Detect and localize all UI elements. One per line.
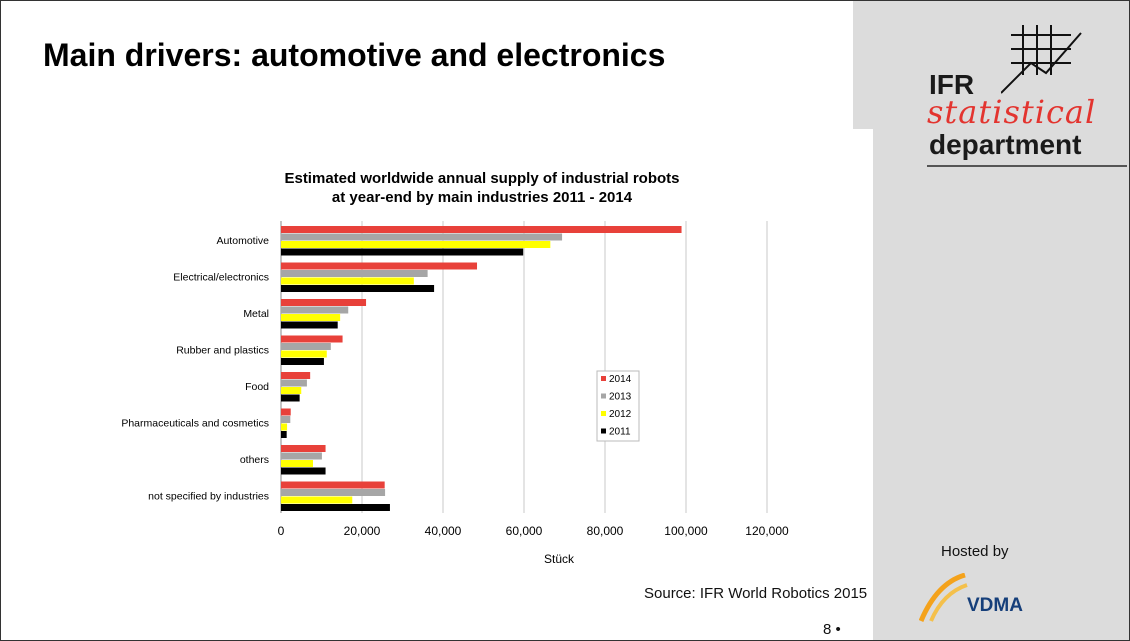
slide-title: Main drivers: automotive and electronics xyxy=(43,37,666,73)
legend-swatch-2012 xyxy=(601,411,606,416)
hosted-by-text: Hosted by xyxy=(941,543,1009,560)
bar-2013 xyxy=(281,343,331,350)
vdma-logo-text: VDMA xyxy=(967,595,1023,616)
ifr-grid-logo-icon xyxy=(1001,25,1082,94)
x-tick-label: 40,000 xyxy=(425,524,462,538)
source-text: Source: IFR World Robotics 2015 xyxy=(644,585,868,602)
legend-swatch-2014 xyxy=(601,376,606,381)
bar-2012 xyxy=(281,387,302,394)
bar-2011 xyxy=(281,285,435,292)
page-number: 8 • xyxy=(823,621,841,638)
x-tick-label: 0 xyxy=(278,524,285,538)
bar-2014 xyxy=(281,226,682,233)
bar-2014 xyxy=(281,445,326,452)
bar-2012 xyxy=(281,277,414,285)
legend-label-2013: 2013 xyxy=(609,392,632,403)
bar-2013 xyxy=(281,416,291,423)
bar-2012 xyxy=(281,241,551,248)
legend-label-2011: 2011 xyxy=(609,427,631,438)
bar-2013 xyxy=(281,452,322,460)
bar-2011 xyxy=(281,321,338,329)
chart-title-line1: Estimated worldwide annual supply of ind… xyxy=(284,170,679,187)
bar-2014 xyxy=(281,408,291,416)
bar-2013 xyxy=(281,233,563,241)
bar-2012 xyxy=(281,496,353,504)
bar-2014 xyxy=(281,335,343,343)
bar-2011 xyxy=(281,358,324,365)
x-tick-label: 60,000 xyxy=(506,524,543,538)
bar-2013 xyxy=(281,306,349,314)
bar-2013 xyxy=(281,379,307,387)
logo-ifr-text: IFR xyxy=(929,69,975,100)
y-category-label: others xyxy=(240,454,269,466)
y-category-label: Food xyxy=(245,381,269,393)
x-tick-label: 20,000 xyxy=(344,524,381,538)
bar-2014 xyxy=(281,299,367,306)
bar-2014 xyxy=(281,372,311,379)
bar-2012 xyxy=(281,314,341,321)
bar-2012 xyxy=(281,423,288,431)
bar-2011 xyxy=(281,431,287,438)
x-tick-label: 100,000 xyxy=(664,524,708,538)
y-category-label: Pharmaceuticals and cosmetics xyxy=(121,418,269,430)
legend-swatch-2011 xyxy=(601,428,606,434)
legend-label-2014: 2014 xyxy=(609,374,632,385)
bar-2013 xyxy=(281,270,428,277)
vdma-swoosh-icon xyxy=(919,573,968,622)
legend-swatch-2013 xyxy=(601,393,606,399)
x-tick-label: 80,000 xyxy=(587,524,624,538)
bar-2014 xyxy=(281,262,478,270)
legend-label-2012: 2012 xyxy=(609,409,632,420)
bar-2011 xyxy=(281,467,326,475)
bar-2011 xyxy=(281,248,524,256)
chart-title-line2: at year-end by main industries 2011 - 20… xyxy=(332,189,633,206)
logo-department-text: department xyxy=(929,129,1082,160)
y-category-label: Rubber and plastics xyxy=(176,345,269,357)
logo-statistical-text: statistical xyxy=(927,93,1097,131)
y-category-label: not specified by industries xyxy=(148,491,269,503)
ifr-logo-box xyxy=(853,1,1129,129)
bar-2011 xyxy=(281,394,300,402)
y-category-label: Automotive xyxy=(216,235,269,247)
bar-2012 xyxy=(281,350,327,358)
bar-2012 xyxy=(281,460,313,467)
x-tick-label: 120,000 xyxy=(745,524,789,538)
x-axis-label: Stück xyxy=(544,552,575,566)
logo-underline xyxy=(927,165,1127,167)
bar-2011 xyxy=(281,504,390,511)
y-category-label: Electrical/electronics xyxy=(173,272,269,284)
bar-2014 xyxy=(281,481,385,489)
y-category-label: Metal xyxy=(243,308,269,320)
bar-2013 xyxy=(281,489,386,496)
